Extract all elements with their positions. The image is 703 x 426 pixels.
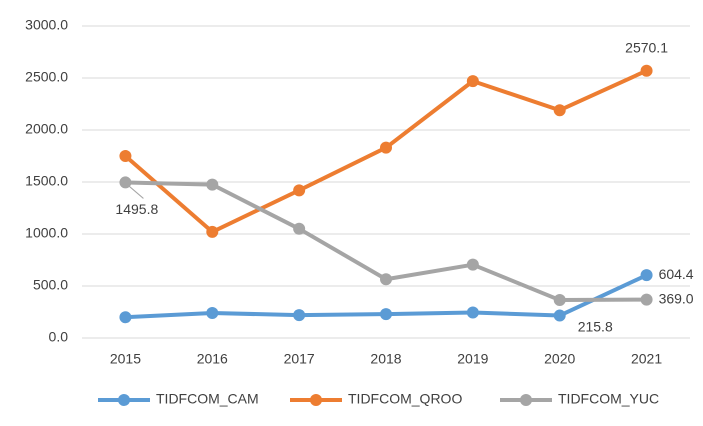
data-point xyxy=(640,269,653,282)
x-tick-label: 2015 xyxy=(110,351,141,367)
y-tick-label: 500.0 xyxy=(33,277,68,293)
y-tick-label: 3000.0 xyxy=(25,17,68,33)
x-tick-label: 2016 xyxy=(197,351,228,367)
data-point xyxy=(640,293,653,306)
y-tick-label: 1000.0 xyxy=(25,225,68,241)
data-point xyxy=(119,150,132,162)
data-label: 2570.1 xyxy=(625,39,668,55)
data-point xyxy=(293,309,306,322)
x-tick-label: 2020 xyxy=(544,351,575,367)
data-label: 369.0 xyxy=(659,290,694,306)
label-leader xyxy=(129,186,144,199)
y-tick-label: 0.0 xyxy=(49,329,69,345)
legend-label: TIDFCOM_QROO xyxy=(348,391,462,407)
legend-label: TIDFCOM_CAM xyxy=(156,391,259,407)
x-tick-label: 2017 xyxy=(284,351,315,367)
data-label: 604.4 xyxy=(659,266,694,282)
data-point xyxy=(553,104,566,117)
data-point xyxy=(119,311,132,324)
data-point xyxy=(553,309,566,322)
data-point xyxy=(380,141,392,154)
legend-marker xyxy=(118,394,130,406)
x-tick-label: 2018 xyxy=(370,351,401,367)
y-tick-label: 2000.0 xyxy=(25,121,68,137)
x-tick-label: 2019 xyxy=(457,351,488,367)
y-tick-label: 2500.0 xyxy=(25,69,68,85)
data-point xyxy=(640,64,653,77)
data-point xyxy=(293,222,306,235)
y-tick-label: 1500.0 xyxy=(25,173,68,189)
x-tick-label: 2021 xyxy=(631,351,662,367)
data-point xyxy=(206,307,219,320)
legend-label: TIDFCOM_YUC xyxy=(558,391,659,407)
data-point xyxy=(466,306,479,319)
legend-marker xyxy=(520,394,532,406)
data-point xyxy=(466,258,479,271)
data-point xyxy=(206,225,219,238)
data-point xyxy=(206,178,219,191)
data-point xyxy=(119,176,132,189)
data-label: 1495.8 xyxy=(115,201,158,217)
data-point xyxy=(380,308,392,321)
data-label: 215.8 xyxy=(578,318,613,334)
legend-marker xyxy=(310,394,322,406)
data-point xyxy=(293,184,306,197)
data-point xyxy=(466,75,479,88)
data-point xyxy=(380,273,392,286)
data-point xyxy=(553,294,566,307)
